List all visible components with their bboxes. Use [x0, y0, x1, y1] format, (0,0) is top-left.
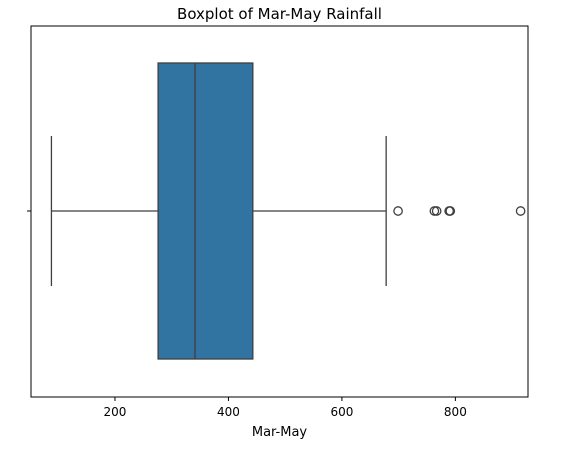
outlier-point: [431, 206, 442, 216]
outlier-point: [515, 206, 526, 216]
outlier-point: [445, 206, 456, 216]
x-tick-label: 400: [217, 405, 240, 419]
x-tick-label: 200: [104, 405, 127, 419]
x-tick-label: 800: [444, 405, 467, 419]
x-tick-label: 600: [330, 405, 353, 419]
outlier-point: [393, 206, 403, 216]
iqr-box: [157, 62, 254, 360]
x-axis-label: Mar-May: [252, 425, 308, 440]
chart-title: Boxplot of Mar-May Rainfall: [177, 5, 382, 23]
